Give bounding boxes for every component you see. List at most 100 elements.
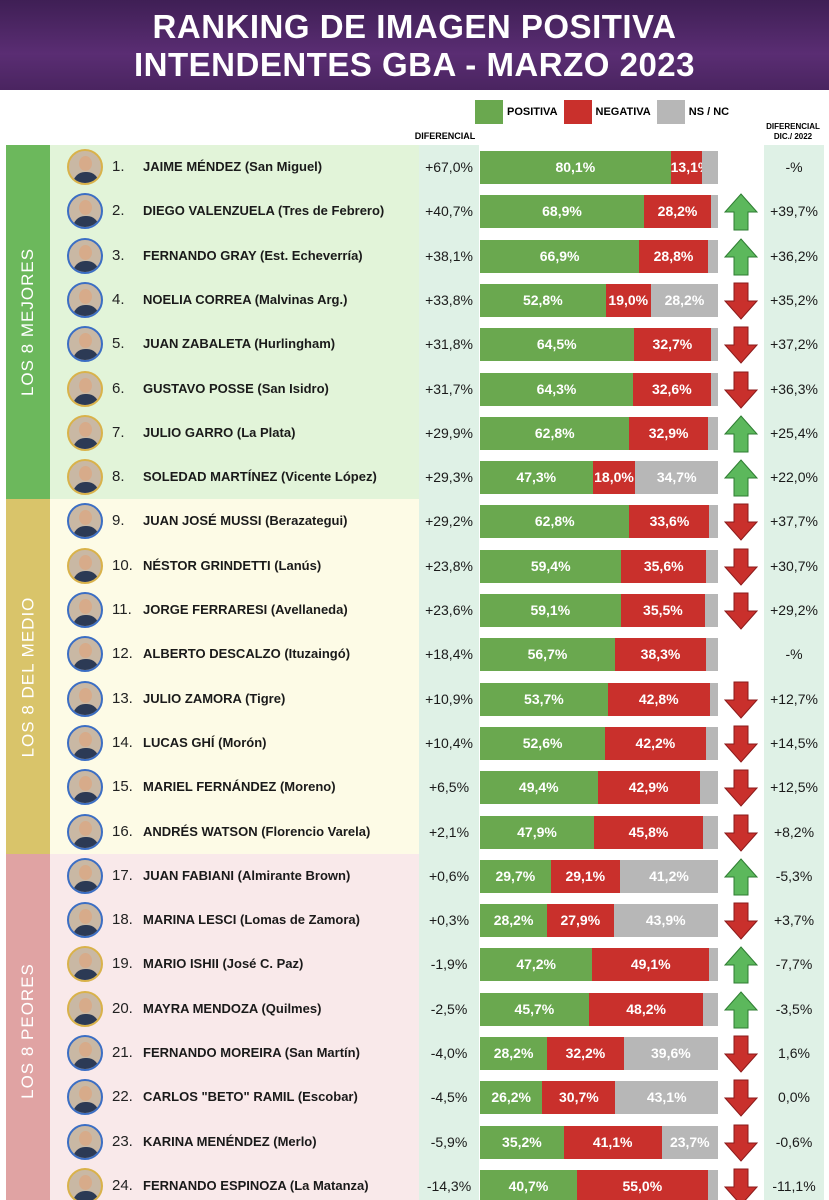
mayor-name: FERNANDO ESPINOZA (La Matanza): [143, 1177, 369, 1193]
rank-number: 4.: [112, 290, 125, 308]
table-row: 1. JAIME MÉNDEZ (San Miguel) +67,0% 80,1% 13…: [0, 145, 829, 189]
bar-positive: 62,8%: [480, 416, 630, 450]
arrow-down-icon: [724, 282, 758, 320]
mayor-name: JUAN JOSÉ MUSSI (Berazategui): [143, 513, 348, 529]
avatar: [67, 724, 103, 761]
diferencial-dic-value: +39,7%: [770, 203, 818, 220]
avatar-head: [79, 244, 92, 260]
mayor-name: FERNANDO MOREIRA (San Martín): [143, 1045, 360, 1060]
rank-number: 24.: [112, 1176, 133, 1194]
mayor-name: NOELIA CORREA (Malvinas Arg.): [143, 291, 348, 307]
bar-positive: 56,7%: [480, 638, 615, 672]
bar-negative: 49,1%: [592, 948, 710, 982]
diferencial-dic-value: +37,7%: [770, 513, 818, 530]
legend-negative-label: NEGATIVA: [595, 106, 651, 118]
bar-negative: 33,6%: [629, 505, 710, 539]
avatar-body: [73, 570, 99, 582]
stacked-bar: 62,8% 33,6%: [480, 505, 718, 539]
table-row: 7. JULIO GARRO (La Plata) +29,9% 62,8% 32,9%…: [0, 411, 829, 455]
rank-number: 2.: [112, 202, 125, 220]
avatar: [67, 370, 103, 407]
bar-nsnc: [706, 638, 718, 672]
stacked-bar: 47,2% 49,1%: [480, 948, 718, 982]
avatar-body: [73, 659, 99, 671]
bar-nsnc: [710, 372, 718, 406]
avatar-body: [73, 747, 99, 759]
avatar-head: [79, 1086, 92, 1102]
diferencial-dic-value: 1,6%: [778, 1045, 810, 1061]
diferencial-value: +2,1%: [428, 823, 470, 840]
title-line-2: INTENDENTES GBA - MARZO 2023: [133, 46, 695, 83]
bar-negative: 13,1%: [670, 151, 702, 184]
diferencial-value: +18,4%: [425, 646, 473, 663]
table-row: 21. FERNANDO MOREIRA (San Martín) -4,0% 28,…: [0, 1031, 829, 1075]
diferencial-value: -4,5%: [430, 1089, 468, 1106]
avatar-body: [73, 526, 99, 538]
bar-nsnc: [705, 594, 718, 627]
diferencial-dic-value: +3,7%: [773, 912, 815, 929]
stacked-bar: 52,8% 19,0% 28,2%: [480, 283, 718, 317]
bar-negative: 45,8%: [594, 815, 703, 849]
table-row: 16. ANDRÉS WATSON (Florencio Varela) +2,1%…: [0, 810, 829, 854]
avatar-body: [73, 792, 99, 804]
stacked-bar: 49,4% 42,9%: [480, 771, 718, 805]
table-row: 10. NÉSTOR GRINDETTI (Lanús) +23,8% 59,4% 35…: [0, 544, 829, 588]
diferencial-value: +40,7%: [425, 203, 473, 220]
bar-nsnc: [707, 1169, 718, 1200]
diferencial-value: +23,6%: [425, 602, 473, 618]
mayor-name: JUAN ZABALETA (Hurlingham): [143, 336, 336, 352]
bar-nsnc: 34,7%: [635, 461, 718, 495]
diferencial-value: +33,8%: [425, 291, 473, 308]
stacked-bar: 26,2% 30,7% 43,1%: [480, 1081, 718, 1115]
rank-number: 6.: [112, 379, 125, 397]
avatar: [67, 636, 103, 673]
avatar-head: [79, 1174, 92, 1190]
avatar: [67, 946, 103, 983]
bar-negative: 18,0%: [592, 461, 636, 495]
diferencial-dic-header-line1: DIFERENCIAL: [766, 122, 820, 131]
diferencial-value: -14,3%: [426, 1177, 472, 1194]
bar-positive: 26,2%: [480, 1081, 543, 1115]
bar-negative: 42,8%: [607, 682, 710, 716]
stacked-bar: 45,7% 48,2%: [480, 992, 718, 1026]
rank-number: 7.: [112, 423, 125, 441]
arrow-up-icon: [724, 946, 758, 984]
bar-nsnc: [709, 682, 718, 716]
diferencial-value: -5,9%: [430, 1133, 468, 1150]
bar-positive: 47,9%: [480, 815, 594, 849]
bar-negative: 32,2%: [547, 1037, 624, 1070]
diferencial-dic-value: +35,2%: [770, 291, 818, 308]
stacked-bar: 53,7% 42,8%: [480, 682, 718, 716]
rank-number: 9.: [112, 512, 125, 530]
avatar: [67, 326, 103, 363]
avatar-head: [79, 554, 92, 570]
bar-positive: 62,8%: [480, 505, 630, 539]
avatar-body: [73, 482, 99, 494]
title-banner: RANKING DE IMAGEN POSITIVA INTENDENTES G…: [0, 0, 829, 90]
stacked-bar: 64,5% 32,7%: [480, 328, 718, 362]
bar-nsnc: [699, 771, 718, 805]
bar-positive: 47,2%: [480, 948, 593, 982]
stacked-bar: 64,3% 32,6%: [480, 372, 718, 406]
avatar-body: [73, 349, 99, 361]
diferencial-dic-value: 0,0%: [778, 1089, 810, 1106]
bar-positive: 80,1%: [480, 151, 671, 184]
avatar-head: [79, 377, 92, 393]
diferencial-dic-value: +37,2%: [770, 336, 818, 353]
table-row: 4. NOELIA CORREA (Malvinas Arg.) +33,8% 52,…: [0, 278, 829, 322]
avatar: [67, 281, 103, 318]
bar-negative: 35,5%: [620, 594, 706, 627]
bar-negative: 32,6%: [633, 372, 711, 406]
table-row: 11. JORGE FERRARESI (Avellaneda) +23,6% 59,…: [0, 588, 829, 632]
stacked-bar: 40,7% 55,0%: [480, 1169, 718, 1200]
bar-positive: 35,2%: [480, 1125, 564, 1159]
avatar-head: [79, 643, 92, 659]
avatar-head: [79, 953, 92, 969]
bar-negative: 38,3%: [614, 638, 707, 672]
diferencial-value: -4,0%: [430, 1045, 468, 1061]
avatar-head: [79, 156, 92, 171]
bar-positive: 68,9%: [480, 195, 644, 229]
bar-negative: 32,9%: [629, 416, 708, 450]
avatar-head: [79, 200, 92, 216]
mayor-name: MARIEL FERNÁNDEZ (Moreno): [143, 779, 336, 795]
